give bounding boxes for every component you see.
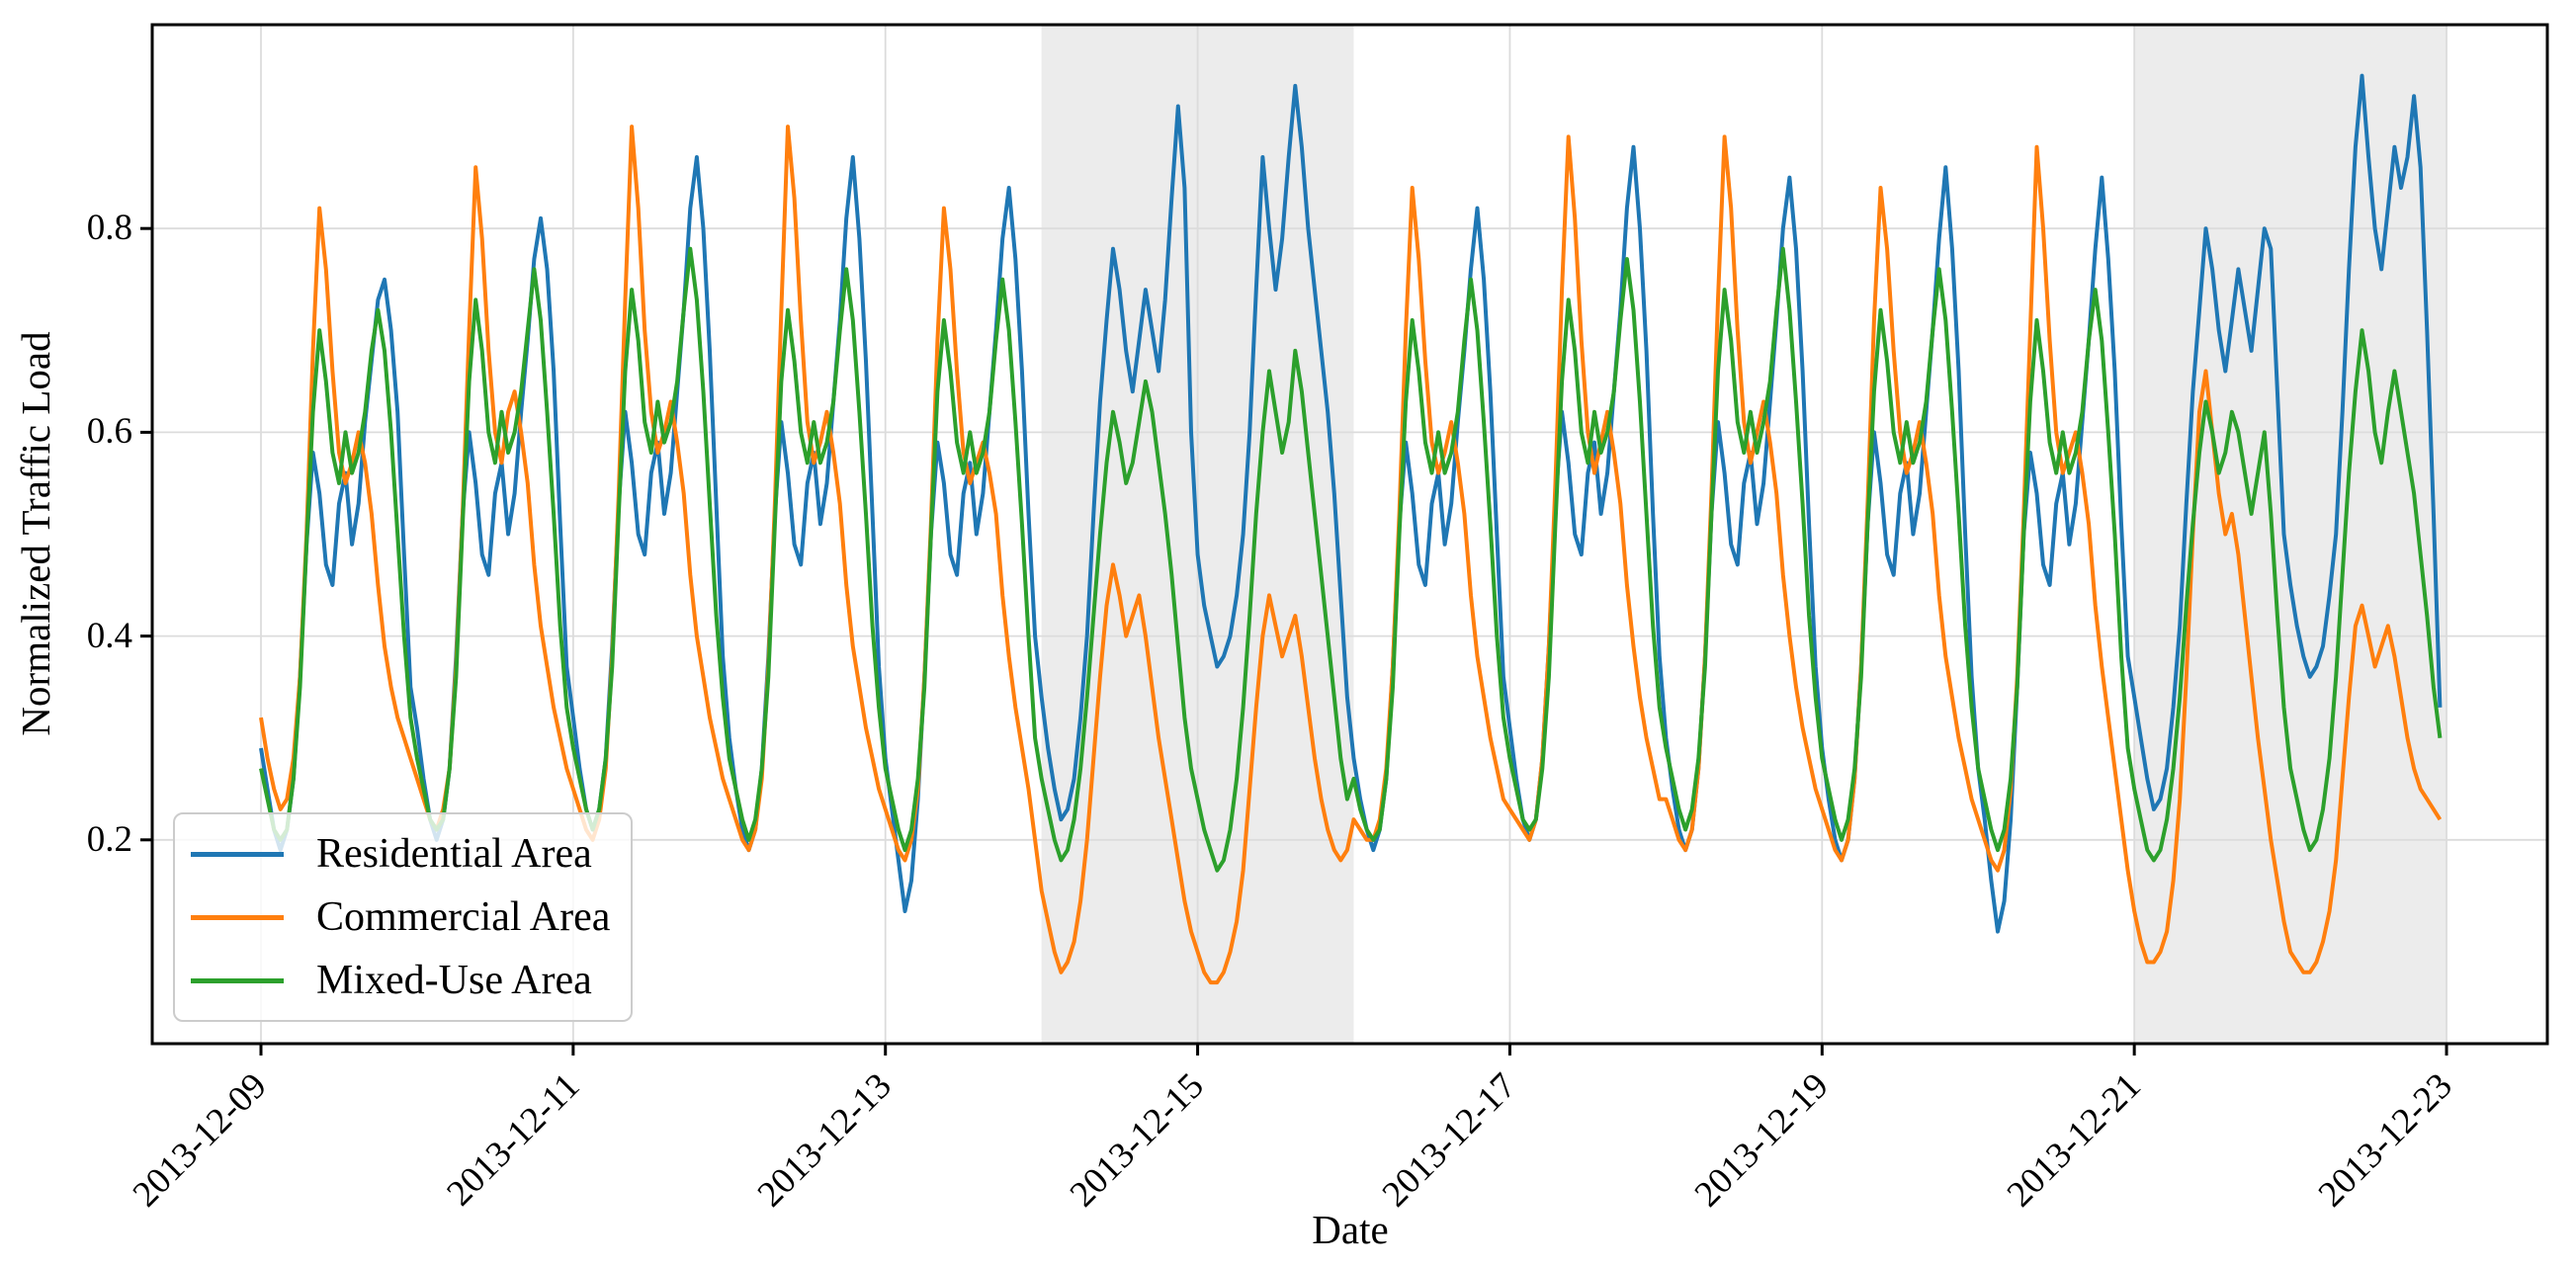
y-tick-label: 0.2 [86,818,132,860]
legend-line-swatch [191,851,284,857]
series-line-mixed-use-area [259,246,2443,873]
legend: Residential Area Commercial Area Mixed-Use… [173,812,633,1022]
y-tick-label: 0.6 [86,411,132,453]
y-tick-label: 0.4 [86,615,132,656]
y-tick-label: 0.8 [86,208,132,249]
y-axis-label: Normalized Traffic Load [13,331,58,736]
legend-item-residential-area: Residential Area [175,822,631,886]
x-axis-label: Date [1312,1207,1389,1252]
legend-line-swatch [191,914,284,920]
legend-line-swatch [191,977,284,983]
legend-label: Residential Area [316,831,592,877]
legend-label: Mixed-Use Area [316,958,592,1003]
legend-label: Commercial Area [316,894,611,940]
legend-item-commercial-area: Commercial Area [175,886,631,949]
legend-item-mixed-use-area: Mixed-Use Area [175,949,631,1012]
plot-border [150,23,2549,1046]
